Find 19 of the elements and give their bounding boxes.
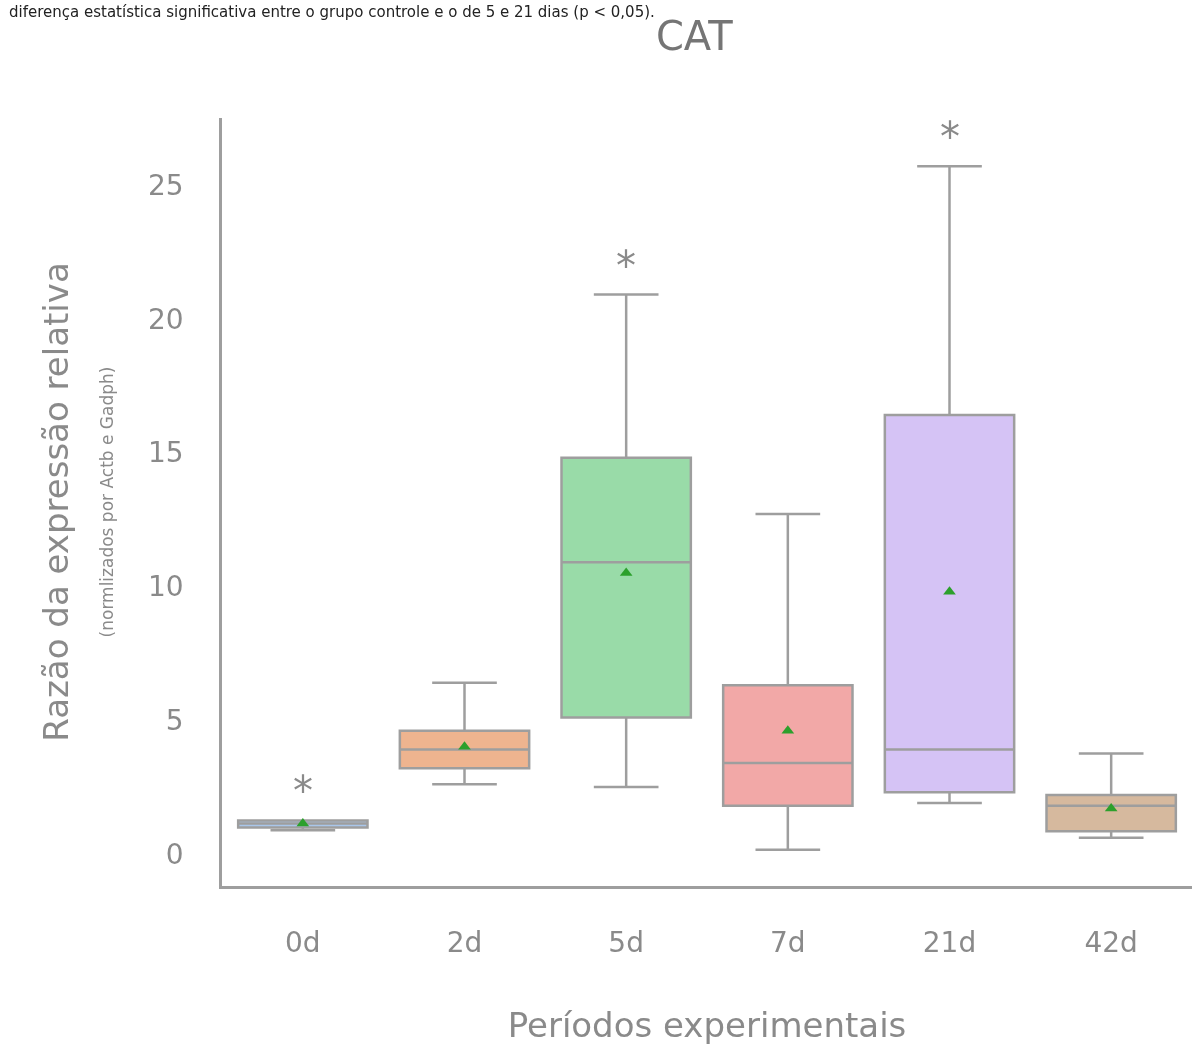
x-tick-label: 7d (770, 926, 806, 960)
annotation: * (293, 768, 313, 814)
y-tick-label: 0 (165, 837, 184, 871)
y-tick-label: 15 (148, 436, 184, 470)
chart-title: CAT (655, 13, 734, 59)
annotation: * (940, 114, 960, 160)
y-tick-label: 25 (148, 168, 184, 202)
x-tick-label: 0d (285, 926, 321, 960)
y-tick-label: 20 (148, 302, 184, 336)
x-axis-title: Períodos experimentais (507, 1004, 907, 1045)
text: diferença estatística significativa entre o grupo controle e o de 5 e 21 dias (p < 0,05). (9, 3, 655, 21)
y-axis-title: Razão da expressão relativa (normlizados por Actb e Gadph) (36, 262, 117, 742)
x-tick-label: 42d (1084, 926, 1138, 960)
annotation: * (616, 243, 636, 289)
y-tick-label: 5 (165, 703, 184, 737)
x-tick-label: 21d (922, 926, 977, 960)
y-tick-label: 10 (148, 570, 184, 604)
x-tick-label: 5d (608, 926, 644, 960)
x-tick-label: 2d (446, 926, 483, 960)
